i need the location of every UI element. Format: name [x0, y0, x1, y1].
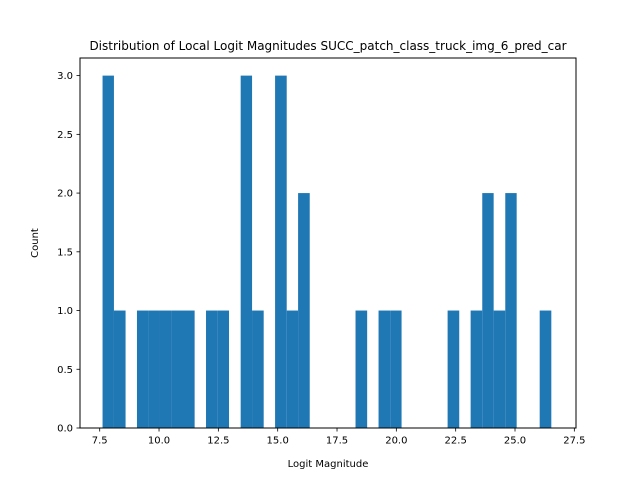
histogram-bar	[240, 75, 253, 429]
histogram-bar	[505, 193, 517, 428]
y-tick-label: 2.5	[57, 130, 73, 141]
histogram-bar	[206, 310, 218, 428]
histogram-bar	[390, 310, 402, 428]
y-tick-label: 0.0	[57, 424, 73, 435]
histogram-bar	[355, 310, 368, 428]
x-tick-label: 7.5	[92, 436, 108, 447]
y-axis: 0.0 0.5 1.0 1.5 2.0 2.5 3.0	[57, 71, 80, 435]
x-tick-label: 20.0	[385, 436, 407, 447]
histogram-bar	[275, 75, 287, 429]
x-tick-label: 22.5	[445, 436, 467, 447]
y-axis-label: Count	[30, 228, 41, 258]
histogram-bar	[447, 310, 460, 428]
histogram-bar	[286, 310, 299, 428]
histogram-bar	[252, 310, 264, 428]
histogram-bar	[171, 310, 183, 428]
histogram-bar	[482, 193, 494, 428]
histogram-bar	[183, 310, 195, 428]
histogram-bar	[159, 310, 172, 428]
histogram-bar	[136, 310, 149, 428]
y-tick-label: 0.5	[57, 365, 73, 376]
x-axis: 7.5 10.0 12.5 15.0 17.5 20.0 22.5 25.0 27.5	[92, 428, 585, 447]
x-tick-label: 25.0	[504, 436, 526, 447]
histogram-bar	[493, 310, 506, 428]
histogram-bar	[378, 310, 391, 428]
x-tick-label: 15.0	[267, 436, 289, 447]
histogram-bar	[217, 310, 230, 428]
histogram-bar	[102, 75, 114, 429]
plot-frame	[79, 57, 577, 429]
histogram-bar	[298, 193, 310, 428]
x-axis-label: Logit Magnitude	[288, 459, 369, 470]
histogram-bar	[113, 310, 126, 428]
histogram-bar	[470, 310, 483, 428]
y-tick-label: 3.0	[57, 71, 73, 82]
y-tick-label: 1.5	[57, 247, 73, 258]
histogram-bar	[148, 310, 160, 428]
chart-title: Distribution of Local Logit Magnitudes S…	[89, 39, 566, 53]
y-tick-label: 2.0	[57, 189, 73, 200]
x-tick-label: 10.0	[148, 436, 170, 447]
x-tick-label: 27.5	[563, 436, 585, 447]
x-tick-label: 12.5	[207, 436, 229, 447]
histogram-bar	[539, 310, 552, 428]
bars-layer	[102, 75, 552, 429]
y-tick-label: 1.0	[57, 306, 73, 317]
x-tick-label: 17.5	[326, 436, 348, 447]
